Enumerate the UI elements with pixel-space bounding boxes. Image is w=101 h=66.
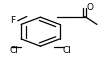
Text: O: O <box>87 3 94 12</box>
Text: Cl: Cl <box>62 46 71 55</box>
Text: F: F <box>11 16 16 25</box>
Text: Cl: Cl <box>9 46 18 55</box>
